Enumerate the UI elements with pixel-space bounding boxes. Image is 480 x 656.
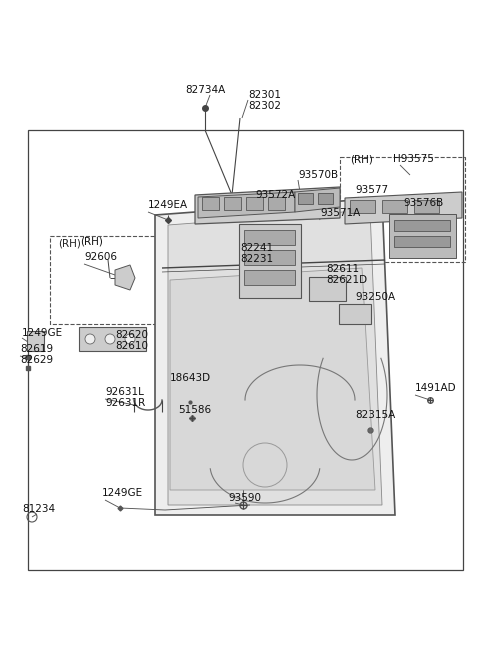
Text: 93576B: 93576B <box>403 198 443 208</box>
FancyBboxPatch shape <box>79 327 146 351</box>
Polygon shape <box>115 265 135 290</box>
FancyBboxPatch shape <box>394 220 449 230</box>
Circle shape <box>125 334 135 344</box>
Polygon shape <box>295 188 340 212</box>
Text: 93577: 93577 <box>355 185 388 195</box>
FancyBboxPatch shape <box>243 230 295 245</box>
Text: 51586: 51586 <box>178 405 211 415</box>
Text: (RH): (RH) <box>350 154 373 164</box>
Polygon shape <box>170 268 375 490</box>
Text: H93575: H93575 <box>393 154 434 164</box>
Polygon shape <box>168 210 382 505</box>
Text: 92606: 92606 <box>84 252 117 262</box>
FancyBboxPatch shape <box>389 214 456 258</box>
Text: 93572A: 93572A <box>255 190 295 200</box>
FancyBboxPatch shape <box>309 277 346 301</box>
Text: 1249GE: 1249GE <box>102 488 143 498</box>
Text: 93590: 93590 <box>228 493 261 503</box>
Circle shape <box>85 334 95 344</box>
Text: (RH): (RH) <box>80 236 103 246</box>
FancyBboxPatch shape <box>243 270 295 285</box>
FancyBboxPatch shape <box>298 192 312 203</box>
Text: 92631L: 92631L <box>105 387 144 397</box>
FancyBboxPatch shape <box>413 199 439 213</box>
Text: 18643D: 18643D <box>170 373 211 383</box>
Text: 82620: 82620 <box>115 330 148 340</box>
FancyBboxPatch shape <box>245 197 263 209</box>
FancyBboxPatch shape <box>202 197 218 209</box>
Text: 82629: 82629 <box>20 355 53 365</box>
FancyBboxPatch shape <box>267 197 285 209</box>
Text: 1491AD: 1491AD <box>415 383 456 393</box>
FancyBboxPatch shape <box>349 199 374 213</box>
Text: 1249GE: 1249GE <box>22 328 63 338</box>
Polygon shape <box>198 192 295 218</box>
FancyBboxPatch shape <box>224 197 240 209</box>
Text: 93250A: 93250A <box>355 292 395 302</box>
Text: 92631R: 92631R <box>105 398 145 408</box>
Text: 82619: 82619 <box>20 344 53 354</box>
Text: (RH): (RH) <box>58 239 81 249</box>
Text: 93570B: 93570B <box>298 170 338 180</box>
Text: 82621D: 82621D <box>326 275 367 285</box>
Text: 82302: 82302 <box>248 101 281 111</box>
FancyBboxPatch shape <box>317 192 333 203</box>
Text: 82611: 82611 <box>326 264 359 274</box>
Text: 82610: 82610 <box>115 341 148 351</box>
Polygon shape <box>155 198 395 515</box>
Text: 93571A: 93571A <box>320 208 360 218</box>
Text: 82301: 82301 <box>248 90 281 100</box>
Text: 1249EA: 1249EA <box>148 200 188 210</box>
Text: 82241: 82241 <box>240 243 273 253</box>
Text: 82734A: 82734A <box>185 85 225 95</box>
FancyBboxPatch shape <box>339 304 371 324</box>
Text: 82231: 82231 <box>240 254 273 264</box>
FancyBboxPatch shape <box>239 224 301 298</box>
Polygon shape <box>195 187 340 224</box>
Text: 82315A: 82315A <box>355 410 395 420</box>
Circle shape <box>105 334 115 344</box>
Polygon shape <box>345 192 462 224</box>
FancyBboxPatch shape <box>27 331 44 351</box>
FancyBboxPatch shape <box>382 199 407 213</box>
FancyBboxPatch shape <box>243 249 295 264</box>
Text: 81234: 81234 <box>22 504 55 514</box>
FancyBboxPatch shape <box>394 236 449 247</box>
